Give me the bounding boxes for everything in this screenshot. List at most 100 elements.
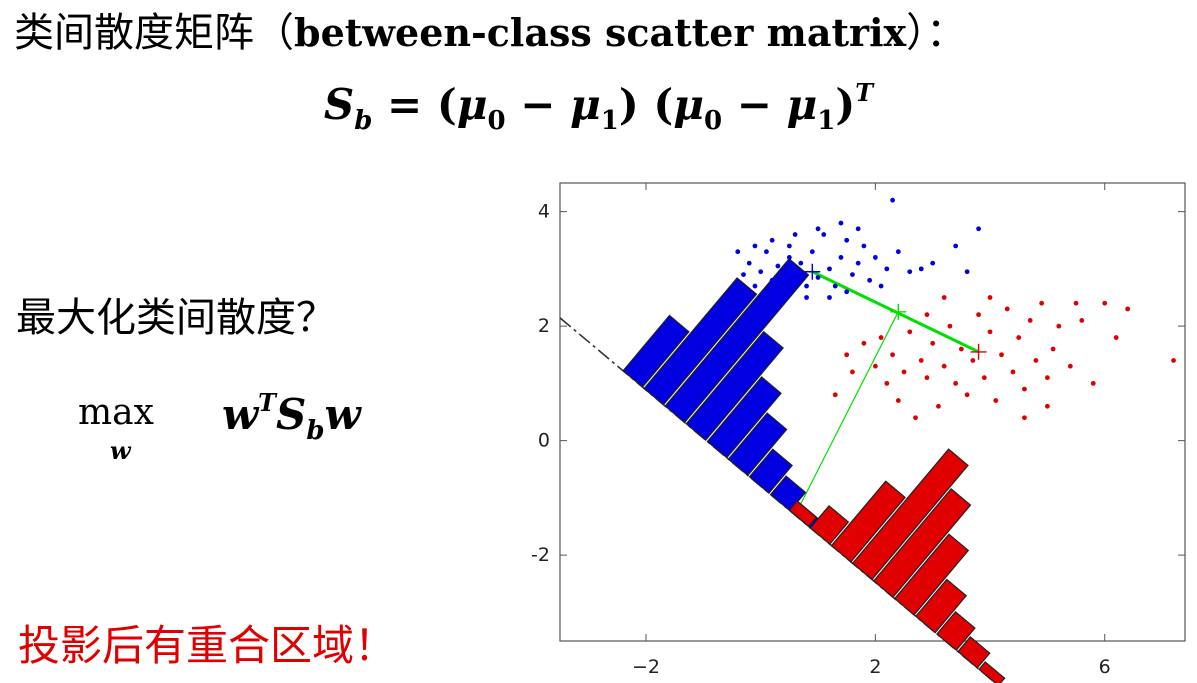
histogram-bar-class1 [914, 578, 968, 634]
data-point-class0 [775, 263, 781, 269]
data-point-class1 [844, 352, 850, 358]
data-point-class1 [1125, 306, 1131, 312]
formula-b: b [354, 106, 373, 136]
data-point-class0 [786, 243, 792, 249]
data-point-class1 [1067, 363, 1073, 369]
data-point-class0 [769, 237, 775, 243]
plot-frame [559, 182, 1186, 642]
histogram-bar-class0 [727, 412, 788, 477]
max-operator: max [78, 392, 154, 433]
x-tick-label: −2 [632, 656, 660, 678]
x-tick-label: 2 [869, 656, 881, 678]
data-point-class1 [964, 392, 970, 398]
data-point-class0 [827, 295, 832, 300]
data-point-class1 [1113, 335, 1119, 340]
data-point-class1 [1090, 380, 1096, 386]
data-point-class1 [850, 369, 855, 375]
data-point-class0 [758, 269, 764, 275]
data-point-class0 [815, 226, 821, 232]
formula-mu1b: μ [786, 80, 818, 129]
data-point-class0 [964, 269, 970, 275]
data-point-class0 [741, 272, 746, 277]
histogram-bar-class1 [788, 500, 818, 528]
data-point-class0 [855, 260, 861, 266]
data-point-class0 [827, 266, 832, 272]
data-point-class0 [832, 283, 838, 289]
formula-open: ( [638, 80, 674, 129]
data-point-class0 [976, 226, 981, 232]
formula-sub0: 0 [487, 106, 506, 136]
data-point-class1 [884, 380, 890, 386]
data-point-class1 [1022, 415, 1027, 421]
data-point-class1 [947, 323, 953, 329]
formula-S: S [323, 80, 355, 129]
data-point-class0 [752, 243, 758, 249]
data-point-class1 [924, 312, 930, 318]
formula-eq: = ( [372, 80, 457, 129]
data-point-class1 [1010, 369, 1016, 375]
data-point-class0 [838, 220, 844, 226]
data-point-class1 [936, 403, 941, 409]
histogram-bar-class1 [978, 661, 1006, 683]
data-point-class1 [1044, 375, 1050, 381]
heading-en: between-class scatter matrix [294, 10, 907, 55]
histogram-bar-class0 [748, 448, 793, 494]
y-tick-label: 0 [538, 430, 550, 452]
histogram-bar-class0 [664, 257, 810, 424]
formula-sub1: 1 [600, 106, 619, 136]
obj-w: w [222, 390, 259, 439]
data-point-class0 [792, 232, 798, 237]
data-point-class0 [878, 283, 884, 289]
data-point-class1 [987, 295, 993, 300]
histograms [622, 257, 1006, 683]
data-point-class1 [1056, 323, 1062, 329]
data-point-class0 [741, 289, 746, 295]
formula-sub1b: 1 [817, 106, 836, 136]
data-point-class0 [781, 289, 787, 295]
formula-close-b: ) [835, 80, 856, 129]
data-point-class0 [821, 232, 827, 237]
data-point-class1 [1044, 403, 1050, 409]
data-point-class0 [907, 269, 913, 275]
data-point-class1 [987, 329, 993, 335]
formula-mu1: μ [570, 80, 601, 129]
heading-zh: 类间散度矩阵（ [14, 10, 294, 56]
data-point-class1 [970, 358, 976, 363]
obj-T: T [258, 388, 277, 417]
y-tick-label: -2 [531, 544, 550, 566]
data-point-class0 [953, 243, 959, 249]
data-point-class0 [723, 295, 729, 300]
data-point-class0 [792, 272, 798, 277]
slide-heading: 类间散度矩阵（between-class scatter matrix）： [14, 0, 966, 58]
formula-minus-b: − [722, 80, 787, 129]
data-point-class0 [735, 249, 741, 255]
x-tick-label: 6 [1099, 656, 1111, 678]
data-point-class1 [832, 392, 838, 398]
data-point-class1 [890, 352, 895, 358]
formula-sub0b: 0 [703, 106, 723, 136]
formula-minus: − [505, 80, 571, 129]
histogram-bar-class0 [643, 277, 758, 406]
histogram-bar-class1 [893, 533, 970, 616]
data-point-class1 [981, 375, 987, 381]
histogram-bar-class0 [706, 376, 782, 459]
data-point-class1 [941, 295, 947, 300]
y-tick-label: 4 [538, 201, 550, 223]
histogram-bar-class1 [830, 480, 906, 563]
lda-projection-plot: 4 2 0 -2 −2 2 6 [531, 182, 1186, 683]
data-point-class0 [861, 243, 867, 249]
class-means [804, 263, 987, 360]
obj-w2: w [324, 390, 361, 439]
data-point-class0 [838, 255, 844, 260]
data-point-class0 [809, 249, 815, 255]
data-point-class1 [1022, 386, 1027, 392]
data-point-class0 [798, 260, 804, 266]
data-point-class1 [1033, 358, 1039, 363]
data-point-class0 [872, 255, 878, 260]
data-point-class1 [1039, 300, 1045, 306]
data-point-class1 [861, 340, 867, 346]
data-point-class0 [895, 249, 901, 255]
data-point-class1 [1102, 300, 1108, 306]
heading-end: ）： [906, 10, 967, 56]
data-point-class1 [895, 398, 901, 403]
